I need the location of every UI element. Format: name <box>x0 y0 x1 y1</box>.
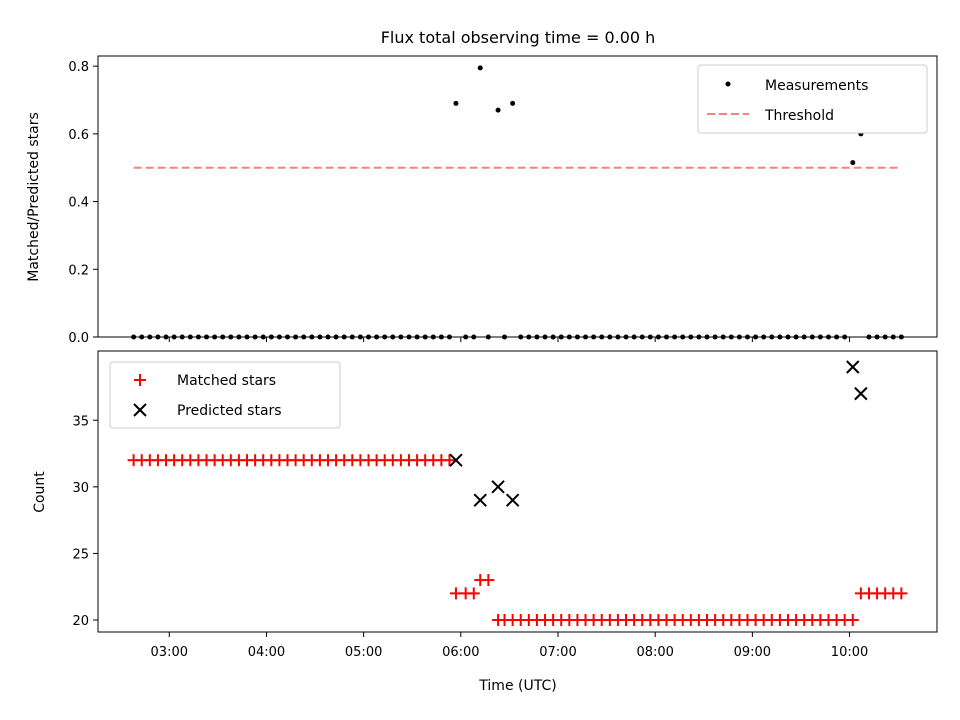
predicted-star-point <box>473 493 487 507</box>
bottom-plot-frame <box>97 350 938 633</box>
predicted-star-point <box>854 386 868 401</box>
legend-marker-predicted <box>133 403 147 417</box>
top-y-ticks: 0.0 0.2 0.4 0.6 0.8 <box>68 60 98 346</box>
y-tick-label: 30 <box>72 481 89 496</box>
x-axis-label: Time (UTC) <box>478 678 556 694</box>
matched-star-point <box>467 587 480 600</box>
x-tick-label: 05:00 <box>345 645 382 660</box>
y-tick-label: 0.6 <box>68 128 89 143</box>
matched-star-point <box>443 454 456 467</box>
top-legend-box <box>697 64 928 134</box>
y-tick-label: 35 <box>72 414 89 429</box>
bottom-y-axis-label: Count <box>32 471 48 513</box>
bottom-series <box>127 360 908 627</box>
predicted-star-point <box>449 453 463 467</box>
chart-title: Flux total observing time = 0.00 h <box>381 28 656 47</box>
top-panel: Flux total observing time = 0.00 h 0.00.… <box>26 28 938 346</box>
predicted-star-point <box>491 480 505 494</box>
legend-label-predicted: Predicted stars <box>177 403 282 419</box>
matched-star-point <box>482 574 495 587</box>
x-tick-label: 03:00 <box>151 645 188 660</box>
x-tick-label: 04:00 <box>248 645 285 660</box>
predicted-star-point <box>505 493 520 507</box>
top-legend: Measurements Threshold <box>697 64 928 134</box>
bottom-x-ticks: 03:00 04:00 05:00 06:00 07:00 08:00 09:00 10:00 <box>151 632 868 660</box>
y-tick-label: 0.2 <box>68 263 89 278</box>
x-tick-label: 09:00 <box>734 645 771 660</box>
top-y-axis-label: Matched/Predicted stars <box>26 112 42 282</box>
legend-label-threshold: Threshold <box>764 108 834 124</box>
legend-label-matched: Matched stars <box>177 373 276 389</box>
y-tick-label: 20 <box>72 614 89 629</box>
y-tick-label: 0.4 <box>68 196 89 211</box>
legend-label-measurements: Measurements <box>765 78 868 94</box>
x-tick-label: 06:00 <box>442 645 479 660</box>
measurement-point <box>477 65 483 71</box>
bottom-legend: Matched stars Predicted stars <box>109 361 341 429</box>
measurement-point <box>850 160 856 166</box>
predicted-star-point <box>846 360 860 374</box>
y-tick-label: 25 <box>72 547 89 562</box>
top-x-ticks <box>168 337 851 342</box>
legend-marker-measurements <box>725 81 731 87</box>
y-tick-label: 0.0 <box>68 331 89 346</box>
x-tick-label: 08:00 <box>636 645 673 660</box>
measurement-point <box>510 100 516 106</box>
x-tick-label: 10:00 <box>831 645 868 660</box>
top-plot-frame <box>97 55 938 338</box>
legend-marker-matched <box>134 374 146 386</box>
measurement-point <box>495 107 501 113</box>
matched-star-point <box>895 587 908 600</box>
y-tick-label: 0.8 <box>68 60 89 75</box>
bottom-y-ticks: 20 25 30 35 <box>72 414 98 629</box>
measurement-point <box>453 100 459 106</box>
bottom-legend-box <box>109 361 341 429</box>
x-tick-label: 07:00 <box>539 645 576 660</box>
matched-star-point <box>846 614 859 627</box>
